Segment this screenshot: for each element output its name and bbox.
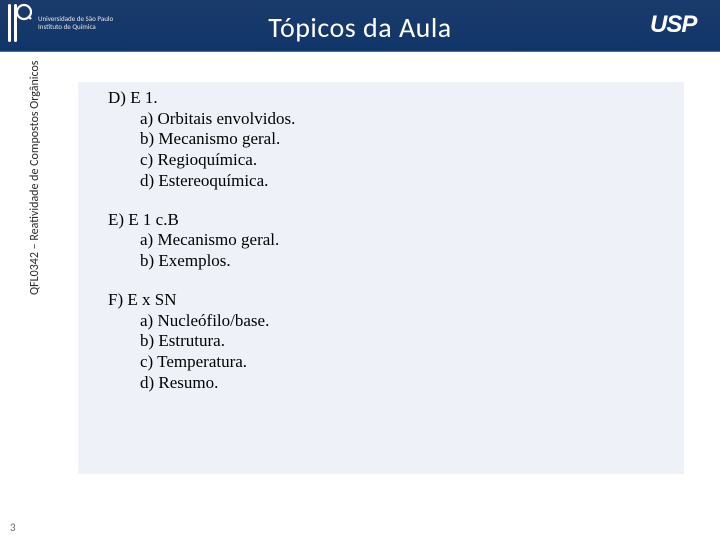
section-E-title: E) E 1 c.B — [108, 210, 295, 231]
svg-text:USP: USP — [650, 11, 698, 38]
usp-logo-icon: USP — [650, 10, 706, 38]
slide-header: Universidade de São Paulo Instituto de Q… — [0, 0, 720, 52]
section-E: E) E 1 c.B a) Mecanismo geral. b) Exempl… — [108, 210, 295, 272]
section-F-item-c: c) Temperatura. — [140, 352, 295, 373]
section-F-item-d: d) Resumo. — [140, 373, 295, 394]
section-F: F) E x SN a) Nucleófilo/base. b) Estrutu… — [108, 290, 295, 394]
section-D-title: D) E 1. — [108, 88, 295, 109]
section-E-item-a: a) Mecanismo geral. — [140, 230, 295, 251]
section-F-item-b: b) Estrutura. — [140, 331, 295, 352]
section-F-title: F) E x SN — [108, 290, 295, 311]
slide-title: Tópicos da Aula — [0, 10, 720, 45]
section-D: D) E 1. a) Orbitais envolvidos. b) Mecan… — [108, 88, 295, 192]
section-D-item-b: b) Mecanismo geral. — [140, 129, 295, 150]
usp-logo: USP — [650, 10, 706, 44]
content-body: D) E 1. a) Orbitais envolvidos. b) Mecan… — [108, 88, 295, 412]
course-code-label: QFL0342 – Reatividade de Compostos Orgân… — [28, 61, 42, 296]
slide-root: Universidade de São Paulo Instituto de Q… — [0, 0, 720, 540]
page-number: 3 — [10, 521, 16, 534]
section-F-item-a: a) Nucleófilo/base. — [140, 311, 295, 332]
section-E-item-b: b) Exemplos. — [140, 251, 295, 272]
section-D-item-a: a) Orbitais envolvidos. — [140, 109, 295, 130]
section-D-item-d: d) Estereoquímica. — [140, 171, 295, 192]
section-D-item-c: c) Regioquímica. — [140, 150, 295, 171]
